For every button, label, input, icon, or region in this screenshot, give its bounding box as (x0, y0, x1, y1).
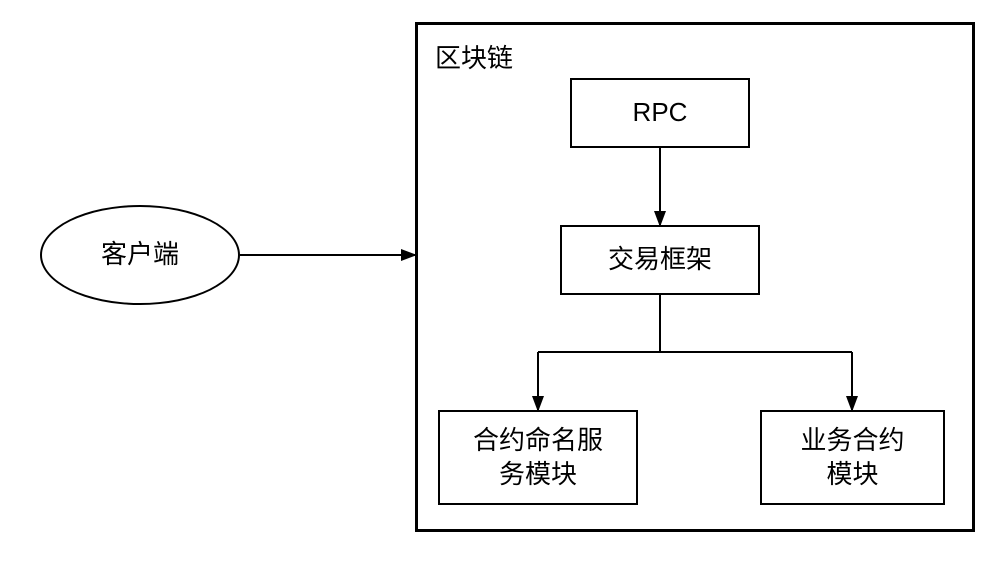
rpc-label: RPC (633, 96, 688, 130)
bizcontract-label: 业务合约 模块 (800, 424, 904, 492)
client-node: 客户端 (40, 205, 240, 305)
bizcontract-node: 业务合约 模块 (760, 410, 945, 505)
naming-node: 合约命名服 务模块 (438, 410, 638, 505)
rpc-node: RPC (570, 78, 750, 148)
naming-label: 合约命名服 务模块 (473, 424, 603, 492)
txframe-label: 交易框架 (608, 243, 712, 277)
client-label: 客户端 (101, 238, 179, 272)
blockchain-label: 区块链 (435, 38, 513, 75)
txframe-node: 交易框架 (560, 225, 760, 295)
